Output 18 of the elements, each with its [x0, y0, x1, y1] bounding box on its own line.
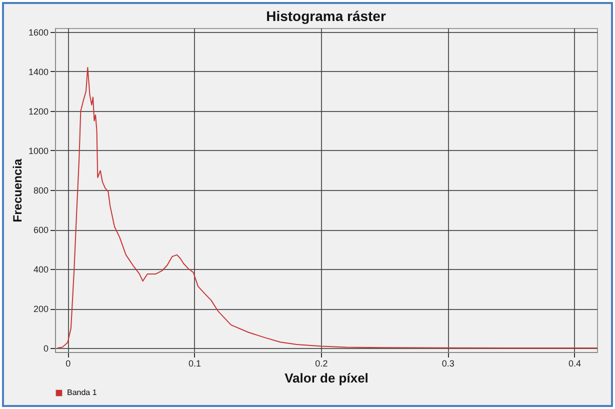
y-axis-title: Frecuencia [10, 158, 24, 222]
y-tick-label: 800 [33, 186, 48, 196]
y-tick-label: 1000 [28, 146, 48, 156]
x-tick-label: 0.3 [442, 358, 454, 368]
y-tick-label: 1200 [28, 106, 48, 116]
y-tick-label: 1600 [28, 27, 48, 38]
x-tick-label: 0.1 [188, 358, 202, 368]
x-tick-label: 0.2 [315, 358, 328, 368]
legend-label: Banda 1 [67, 388, 98, 397]
x-axis-title: Valor de píxel [284, 370, 368, 386]
chart-title: Histograma ráster [266, 8, 386, 24]
x-tick-label: 0.4 [568, 358, 581, 368]
y-tick-label: 200 [33, 304, 48, 314]
x-tick-label: 0 [66, 358, 71, 368]
y-tick-label: 0 [43, 344, 48, 354]
y-tick-label: 600 [33, 225, 48, 236]
y-tick-label: 1400 [28, 66, 48, 77]
y-tick-label: 400 [33, 264, 48, 275]
